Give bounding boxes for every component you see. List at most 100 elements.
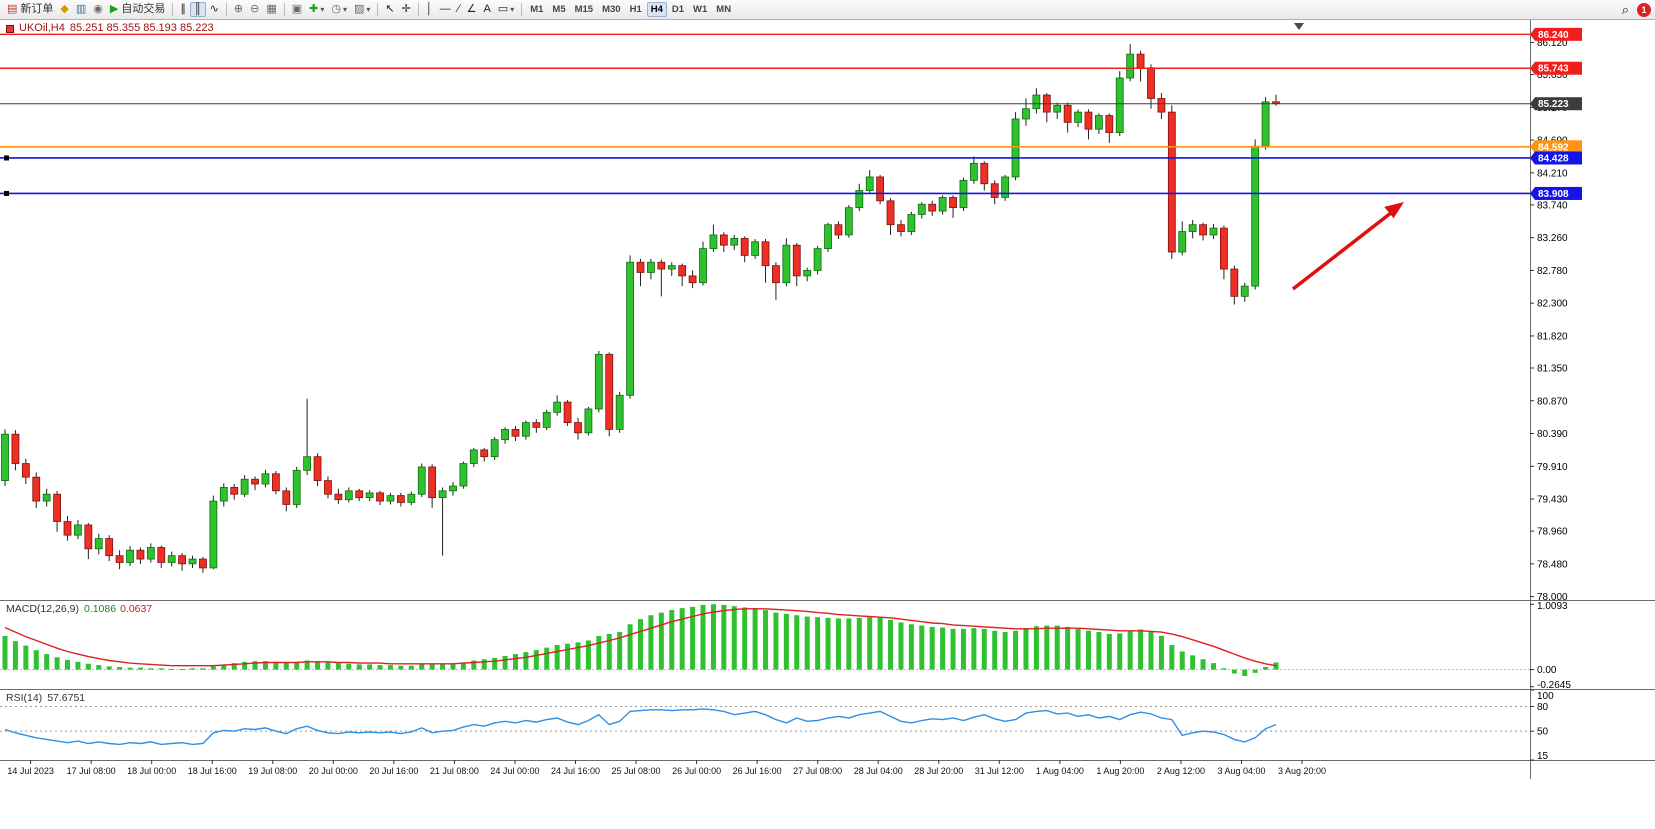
candle [1115, 77, 1124, 133]
shapes-button[interactable]: ▭ ▾ [495, 3, 517, 16]
candle [730, 237, 739, 246]
timeframe-m5[interactable]: M5 [552, 4, 566, 15]
candlestick-chart-button[interactable]: ║ [189, 2, 206, 17]
candle [1084, 111, 1093, 130]
charts-button[interactable]: ▥ [73, 3, 89, 16]
time-axis-label: 27 Jul 08:00 [793, 766, 842, 776]
price-axis-label: 82.780 [1537, 266, 1568, 277]
line-handle[interactable] [4, 190, 9, 196]
time-axis-label: 25 Jul 08:00 [612, 766, 661, 776]
chevron-down-icon: ▾ [510, 4, 515, 14]
time-axis-label: 24 Jul 00:00 [490, 766, 539, 776]
trend-arrow[interactable] [1291, 202, 1404, 291]
search-button[interactable]: ⌕ [1619, 2, 1632, 17]
price-axis-label: 78.000 [1537, 592, 1568, 603]
timeframe-w1[interactable]: W1 [693, 4, 708, 15]
timeframe-h4[interactable]: H4 [646, 2, 667, 17]
candle [1240, 285, 1249, 297]
candle [615, 394, 624, 430]
trendline-button[interactable]: ∕ [455, 3, 463, 16]
candle [209, 500, 218, 569]
crosshair-button[interactable]: ✛ [399, 3, 414, 16]
zoom-out-button[interactable]: ⊖ [247, 3, 262, 16]
candle [157, 547, 166, 563]
bar-chart-button[interactable]: ∥ [177, 3, 189, 16]
timeframe-mn[interactable]: MN [716, 4, 732, 15]
svg-text:85.223: 85.223 [1538, 99, 1569, 110]
zoom-in-button[interactable]: ⊕ [231, 3, 246, 16]
candle [844, 207, 853, 236]
autotrading-button[interactable]: ▶ 自动交易 [107, 3, 168, 16]
cursor-button[interactable]: ↖ [382, 3, 397, 16]
candle [407, 493, 416, 503]
candle [1199, 224, 1207, 236]
line-handle[interactable] [4, 155, 9, 161]
price-axis-label: 81.350 [1537, 364, 1568, 375]
tile-windows-button[interactable]: ▣ [289, 3, 305, 16]
timeframe-m1[interactable]: M1 [530, 4, 544, 15]
candle [594, 353, 603, 410]
notification-badge[interactable]: 1 [1637, 2, 1651, 17]
candle [886, 200, 895, 226]
zoom-out-icon: ⊖ [250, 3, 260, 15]
search-icon: ⌕ [1621, 2, 1629, 17]
svg-text:85.743: 85.743 [1538, 64, 1569, 75]
indicators-button[interactable]: ✚ ▾ [306, 3, 327, 16]
community-button[interactable]: ◉ [90, 3, 106, 16]
channel-button[interactable]: ∠ [464, 3, 480, 16]
price-axis-label: 78.480 [1537, 559, 1568, 570]
line-chart-button[interactable]: ∿ [207, 3, 222, 16]
candle [813, 248, 822, 271]
candle [824, 224, 832, 249]
candle [105, 538, 114, 557]
macd-signal-value: 0.0637 [120, 603, 153, 615]
candle [417, 466, 426, 495]
candle [563, 401, 572, 423]
macd-name: MACD(12,26,9) [6, 603, 79, 615]
timeframe-d1[interactable]: D1 [671, 4, 685, 15]
price-badge-84.592: 84.592 [1530, 140, 1582, 154]
candle [532, 422, 541, 428]
new-order-button[interactable]: ▤ 新订单 [4, 3, 56, 16]
candle [907, 214, 916, 232]
price-badge-86.240: 86.240 [1530, 27, 1582, 41]
price-axis-label: 85.650 [1537, 70, 1568, 81]
time-axis-label: 20 Jul 00:00 [309, 766, 358, 776]
horizontal-line-button[interactable]: — [437, 3, 454, 16]
candle [313, 456, 322, 481]
text-tool-button[interactable]: A [480, 3, 493, 16]
rsi-indicator-label: RSI(14) 57.6751 [6, 693, 85, 704]
zoom-in-icon: ⊕ [233, 3, 244, 15]
metaeditor-button[interactable]: ◆ [57, 3, 71, 16]
timeframe-h1[interactable]: H1 [629, 4, 642, 15]
candle [84, 524, 93, 550]
rsi-axis-label: 15 [1537, 751, 1549, 762]
timeframe-m30[interactable]: M30 [602, 4, 621, 15]
candle [21, 463, 30, 478]
crosshair-icon: ✛ [401, 3, 411, 15]
candle [751, 241, 759, 256]
candle [969, 162, 978, 181]
candle [146, 547, 155, 560]
chevron-down-icon: ▾ [320, 4, 325, 14]
chevron-down-icon: ▾ [366, 4, 371, 14]
rsi-axis-label: 50 [1537, 727, 1549, 738]
timeframe-m15[interactable]: M15 [574, 4, 594, 15]
candle [667, 265, 676, 270]
price-axis-label: 81.820 [1537, 331, 1568, 342]
periods-button[interactable]: ◷ ▾ [328, 3, 350, 16]
price-axis-label: 79.910 [1537, 462, 1568, 473]
grid-button[interactable]: ▦ [263, 3, 279, 16]
charts-icon: ▥ [75, 3, 87, 15]
candle [605, 353, 614, 430]
candle [949, 197, 957, 209]
vertical-line-button[interactable]: │ [423, 3, 436, 16]
candle [32, 476, 41, 502]
candle [53, 493, 61, 522]
candle [126, 549, 134, 563]
candle [251, 478, 259, 485]
chart-shift-marker[interactable] [1294, 23, 1304, 30]
templates-button[interactable]: ▨ ▾ [351, 3, 373, 16]
clock-icon: ◷ [331, 3, 341, 15]
